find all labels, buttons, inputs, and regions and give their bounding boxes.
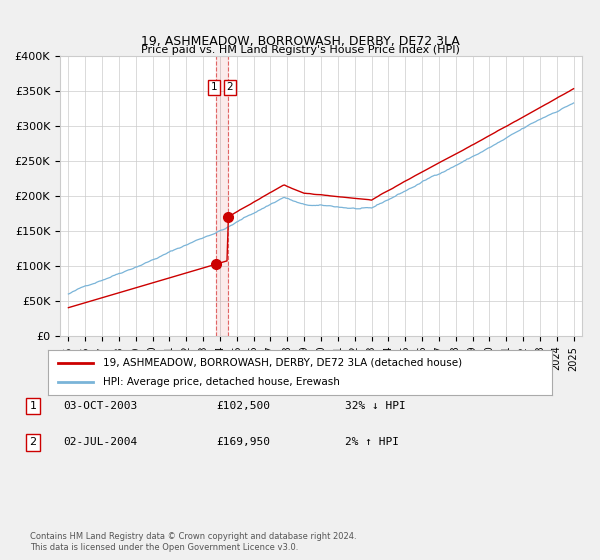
Text: Contains HM Land Registry data © Crown copyright and database right 2024.
This d: Contains HM Land Registry data © Crown c… (30, 532, 356, 552)
Text: 1: 1 (211, 82, 218, 92)
Text: 2: 2 (226, 82, 233, 92)
Text: HPI: Average price, detached house, Erewash: HPI: Average price, detached house, Erew… (103, 377, 340, 388)
Text: 19, ASHMEADOW, BORROWASH, DERBY, DE72 3LA: 19, ASHMEADOW, BORROWASH, DERBY, DE72 3L… (140, 35, 460, 49)
Text: £169,950: £169,950 (216, 437, 270, 447)
Text: 03-OCT-2003: 03-OCT-2003 (63, 401, 137, 411)
Text: 2: 2 (29, 437, 37, 447)
Text: 32% ↓ HPI: 32% ↓ HPI (345, 401, 406, 411)
Text: £102,500: £102,500 (216, 401, 270, 411)
Text: 02-JUL-2004: 02-JUL-2004 (63, 437, 137, 447)
Text: 2% ↑ HPI: 2% ↑ HPI (345, 437, 399, 447)
Text: Price paid vs. HM Land Registry's House Price Index (HPI): Price paid vs. HM Land Registry's House … (140, 45, 460, 55)
Text: 1: 1 (29, 401, 37, 411)
Text: 19, ASHMEADOW, BORROWASH, DERBY, DE72 3LA (detached house): 19, ASHMEADOW, BORROWASH, DERBY, DE72 3L… (103, 357, 463, 367)
Bar (216, 56, 229, 336)
